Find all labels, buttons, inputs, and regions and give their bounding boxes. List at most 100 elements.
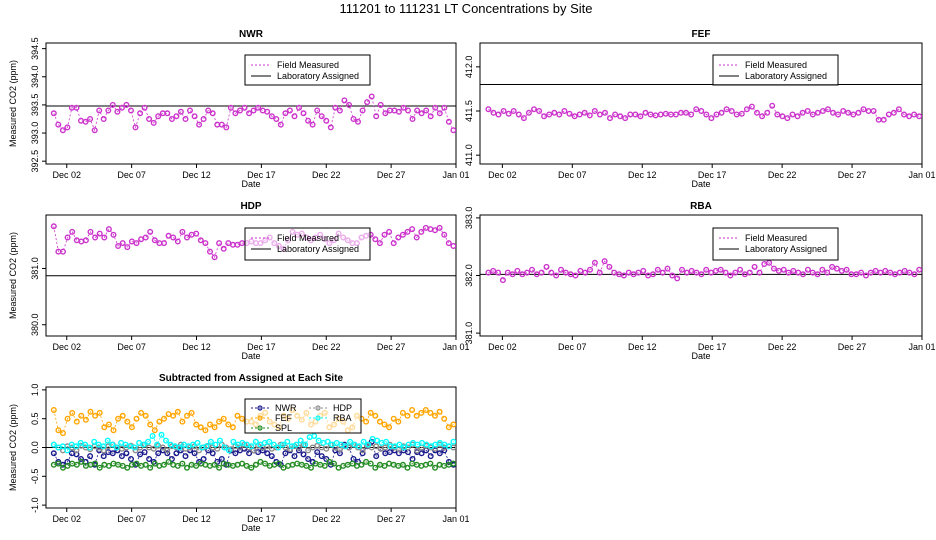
data-point xyxy=(236,107,243,114)
data-point xyxy=(160,415,167,422)
data-point xyxy=(131,444,138,451)
data-point xyxy=(382,444,389,451)
data-point xyxy=(349,460,356,467)
data-point xyxy=(622,115,629,122)
series-spl xyxy=(50,458,456,471)
plot-area xyxy=(480,258,922,284)
data-point xyxy=(591,107,598,114)
data-point xyxy=(612,111,619,118)
data-point xyxy=(191,113,198,120)
data-point xyxy=(875,116,882,123)
data-point xyxy=(617,113,624,120)
data-point xyxy=(211,461,218,468)
data-point xyxy=(119,240,126,247)
data-point xyxy=(432,104,439,111)
data-point xyxy=(212,441,219,448)
data-point xyxy=(164,110,171,117)
data-point xyxy=(865,107,872,114)
data-point xyxy=(323,456,330,463)
data-point xyxy=(300,451,307,458)
x-tick-label: Jan 01 xyxy=(442,170,469,180)
x-tick-label: Jan 01 xyxy=(908,170,935,180)
y-tick-label: 412.0 xyxy=(464,56,474,79)
y-axis-label: Measured CO2 (ppm) xyxy=(8,232,18,319)
data-point xyxy=(911,111,918,118)
legend-label: HDP xyxy=(333,403,352,413)
data-point xyxy=(221,444,228,451)
data-point xyxy=(229,424,236,431)
data-point xyxy=(232,450,239,457)
data-point xyxy=(87,228,94,235)
data-point xyxy=(642,109,649,116)
data-point xyxy=(193,421,200,428)
data-point xyxy=(203,443,210,450)
data-point xyxy=(311,433,318,440)
data-point xyxy=(142,412,149,419)
data-point xyxy=(374,437,381,444)
data-point xyxy=(305,117,312,124)
data-point xyxy=(561,107,568,114)
data-point xyxy=(64,234,71,241)
data-point xyxy=(123,450,130,457)
data-point xyxy=(341,97,348,104)
x-tick-label: Dec 07 xyxy=(558,342,587,352)
data-point xyxy=(499,277,506,284)
data-point xyxy=(414,447,421,454)
data-point xyxy=(693,106,700,113)
data-point xyxy=(318,453,325,460)
data-point xyxy=(124,464,131,471)
data-point xyxy=(395,418,402,425)
data-point xyxy=(625,269,632,276)
data-point xyxy=(703,266,710,273)
data-point xyxy=(286,107,293,114)
data-point xyxy=(650,271,657,278)
data-point xyxy=(703,111,710,118)
data-point xyxy=(101,461,108,468)
data-point xyxy=(64,447,71,454)
x-tick-label: Dec 27 xyxy=(377,514,406,524)
x-tick-label: Dec 27 xyxy=(377,342,406,352)
data-point xyxy=(698,271,705,278)
data-point xyxy=(266,438,273,445)
data-point xyxy=(115,415,122,422)
data-point xyxy=(164,447,171,454)
data-point xyxy=(601,258,608,265)
data-point xyxy=(302,441,309,448)
data-point xyxy=(556,111,563,118)
data-point xyxy=(50,223,57,230)
data-point xyxy=(174,238,181,245)
data-point xyxy=(423,107,430,114)
y-tick-label: 394.0 xyxy=(30,66,40,89)
data-point xyxy=(717,266,724,273)
data-point xyxy=(413,412,420,419)
data-point xyxy=(916,266,922,273)
data-point xyxy=(553,272,560,279)
data-point xyxy=(133,415,140,422)
data-point xyxy=(372,412,379,419)
data-point xyxy=(87,453,94,460)
data-point xyxy=(359,107,366,114)
data-point xyxy=(294,460,301,467)
data-point xyxy=(220,415,227,422)
series-field-measured xyxy=(50,93,456,134)
data-point xyxy=(708,269,715,276)
legend-label: Laboratory Assigned xyxy=(277,244,359,254)
data-point xyxy=(450,460,456,467)
data-point xyxy=(386,424,393,431)
data-point xyxy=(620,272,627,279)
legend-label: Laboratory Assigned xyxy=(745,244,827,254)
data-point xyxy=(381,231,388,238)
panel-hdp: HDP Dec 02 Dec 07 Dec 12 Dec 17 Dec 22 Dec 27 J… xyxy=(8,201,470,361)
data-point xyxy=(105,421,112,428)
legend-label: SPL xyxy=(275,423,292,433)
data-point xyxy=(794,113,801,120)
data-point xyxy=(880,116,887,123)
data-point xyxy=(142,234,149,241)
data-point xyxy=(365,441,372,448)
data-point xyxy=(160,240,167,247)
data-point xyxy=(86,444,93,451)
plot-frame xyxy=(479,42,923,165)
data-point xyxy=(436,408,443,415)
data-point xyxy=(413,234,420,241)
data-point xyxy=(367,460,374,467)
